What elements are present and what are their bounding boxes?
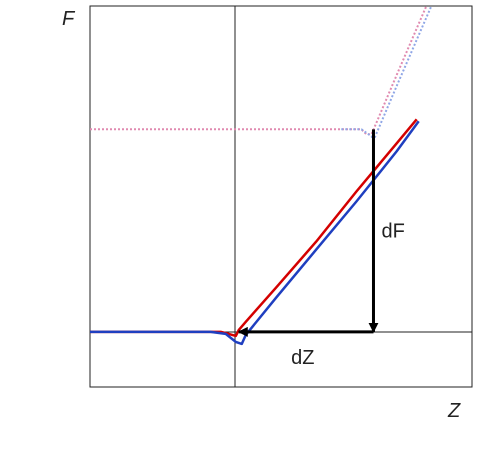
x-axis-label: Z — [447, 400, 461, 422]
y-axis-label: F — [62, 8, 76, 30]
dZ-label: dZ — [291, 347, 314, 369]
series-line-blue-retract — [341, 6, 433, 142]
dF-label: dF — [381, 221, 404, 243]
plot-frame — [89, 5, 473, 388]
